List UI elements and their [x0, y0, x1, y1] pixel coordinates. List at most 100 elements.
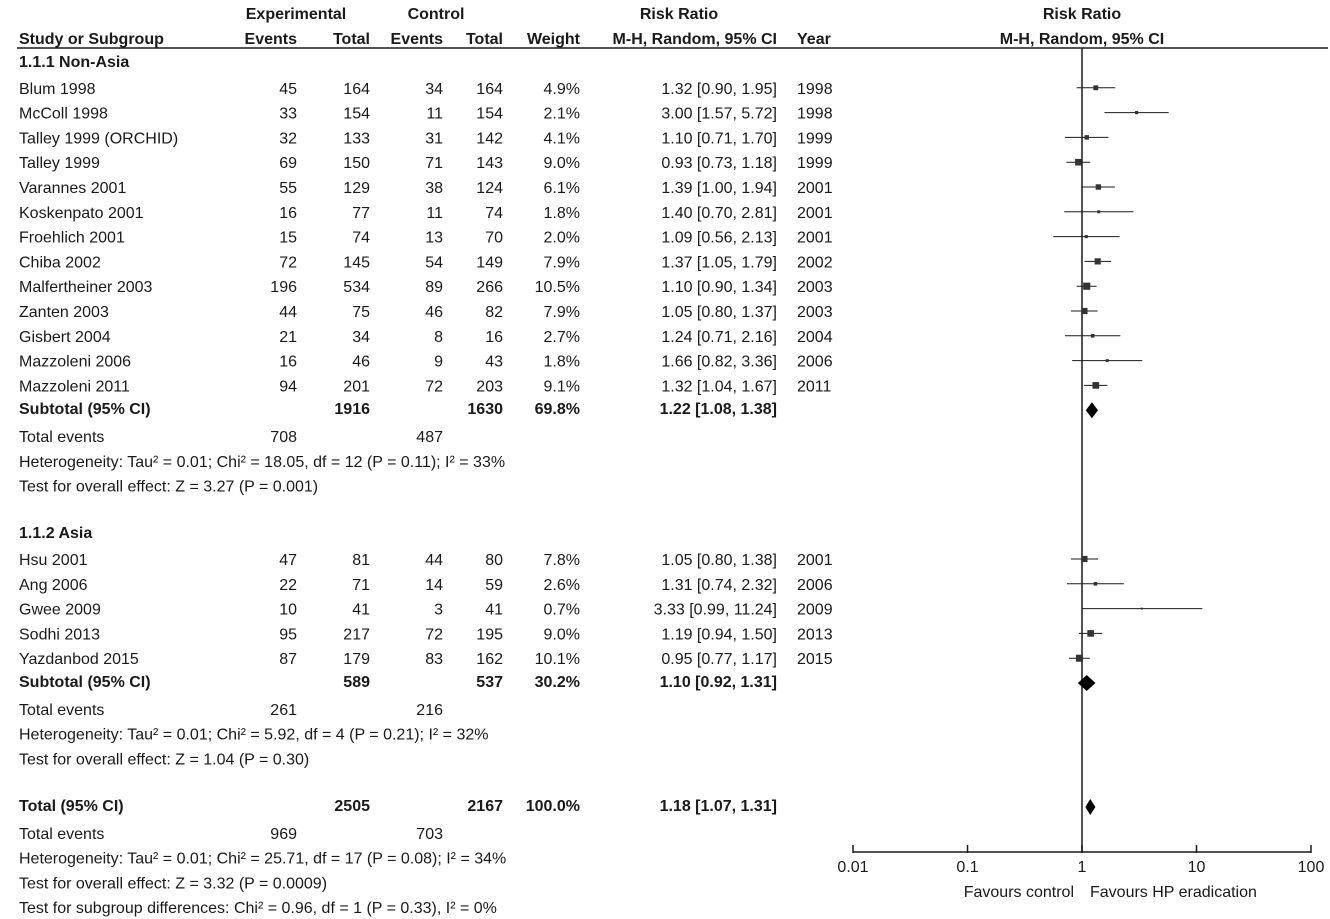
ctl-total: 43 [485, 354, 503, 371]
ctl-total: 59 [485, 577, 503, 594]
favours-right: Favours HP eradication [1090, 884, 1257, 901]
heterogeneity: Heterogeneity: Tau² = 0.01; Chi² = 18.05… [19, 454, 505, 471]
exp-events: 22 [279, 577, 297, 594]
study-year: 2011 [797, 378, 832, 395]
total-events-label: Total events [19, 826, 104, 843]
header-exp-total: Total [333, 31, 370, 48]
study-year: 2009 [797, 602, 833, 619]
ctl-events: 8 [434, 329, 443, 346]
header-ctl-events: Events [391, 31, 444, 48]
study-weight: 9.1% [544, 378, 580, 395]
weight-square [1083, 282, 1091, 290]
study-ci: 3.00 [1.57, 5.72] [661, 106, 777, 123]
exp-total: 179 [343, 651, 370, 668]
ctl-events: 3 [434, 602, 443, 619]
study-ci: 1.40 [0.70, 2.81] [661, 205, 777, 222]
ctl-events: 54 [425, 254, 443, 271]
study-ci: 0.93 [0.73, 1.18] [661, 155, 777, 172]
exp-total: 154 [343, 106, 370, 123]
study-name: Blum 1998 [19, 81, 96, 98]
ctl-total: 154 [476, 106, 503, 123]
exp-total: 201 [343, 378, 370, 395]
ctl-total: 164 [476, 81, 503, 98]
study-weight: 10.5% [535, 279, 580, 296]
study-ci: 0.95 [0.77, 1.17] [661, 651, 777, 668]
weight-square [1084, 135, 1089, 140]
ctl-events: 9 [434, 354, 443, 371]
study-ci: 1.05 [0.80, 1.37] [661, 304, 777, 321]
overall-effect: Test for overall effect: Z = 1.04 (P = 0… [19, 751, 309, 768]
group-title: 1.1.1 Non-Asia [19, 54, 129, 71]
weight-square [1084, 235, 1088, 239]
header-exp-events: Events [245, 31, 298, 48]
subtotal-ci: 1.10 [0.92, 1.31] [660, 674, 777, 691]
ctl-events: 83 [425, 651, 443, 668]
x-tick-label: 1 [1078, 859, 1087, 876]
ctl-events: 34 [425, 81, 443, 98]
ctl-total: 142 [476, 130, 503, 147]
study-weight: 7.9% [544, 254, 580, 271]
study-weight: 2.7% [544, 329, 580, 346]
total-label: Total (95% CI) [19, 798, 124, 815]
ctl-total: 70 [485, 230, 503, 247]
subtotal-exp-total: 1916 [334, 401, 370, 418]
study-year: 1999 [797, 130, 833, 147]
total-ctl-total: 2167 [467, 798, 503, 815]
ctl-total: 80 [485, 552, 503, 569]
exp-events: 33 [279, 106, 297, 123]
ctl-events: 71 [425, 155, 443, 172]
subtotal-ctl-total: 537 [476, 674, 503, 691]
exp-events: 16 [279, 205, 297, 222]
exp-total: 150 [343, 155, 370, 172]
overall-effect: Test for overall effect: Z = 3.27 (P = 0… [19, 479, 318, 496]
study-name: Malfertheiner 2003 [19, 279, 153, 296]
weight-square [1093, 85, 1099, 91]
subtotal-label: Subtotal (95% CI) [19, 674, 151, 691]
study-weight: 7.9% [544, 304, 580, 321]
ctl-total: 143 [476, 155, 503, 172]
ctl-total: 162 [476, 651, 503, 668]
study-ci: 3.33 [0.99, 11.24] [654, 602, 777, 619]
study-year: 1998 [797, 106, 833, 123]
weight-square [1135, 111, 1139, 115]
study-year: 2003 [797, 279, 833, 296]
exp-events: 69 [279, 155, 297, 172]
study-year: 2001 [797, 230, 833, 247]
study-year: 2004 [797, 329, 833, 346]
study-name: Chiba 2002 [19, 254, 101, 271]
exp-total: 133 [343, 130, 370, 147]
study-year: 2006 [797, 354, 833, 371]
total-overall-effect: Test for overall effect: Z = 3.32 (P = 0… [19, 875, 327, 892]
study-weight: 4.9% [544, 81, 580, 98]
subtotal-exp-total: 589 [343, 674, 370, 691]
total-events-exp: 969 [270, 826, 297, 843]
ctl-events: 14 [425, 577, 443, 594]
ctl-total: 74 [485, 205, 503, 222]
ctl-total: 82 [485, 304, 503, 321]
ctl-events: 89 [425, 279, 443, 296]
weight-square [1090, 333, 1095, 338]
study-name: Varannes 2001 [19, 180, 126, 197]
study-ci: 1.10 [0.71, 1.70] [661, 130, 777, 147]
header-risk-ratio: Risk Ratio [640, 6, 718, 23]
subtotal-ctl-total: 1630 [467, 401, 503, 418]
study-weight: 2.1% [544, 106, 580, 123]
study-year: 1998 [797, 81, 833, 98]
ctl-events: 46 [425, 304, 443, 321]
favours-left: Favours control [964, 884, 1074, 901]
study-weight: 2.0% [544, 230, 580, 247]
study-year: 2003 [797, 304, 833, 321]
weight-square [1081, 555, 1088, 563]
study-ci: 1.32 [1.04, 1.67] [661, 378, 777, 395]
study-year: 2006 [797, 577, 833, 594]
group-title: 1.1.2 Asia [19, 525, 92, 542]
x-tick-label: 100 [1298, 859, 1325, 876]
exp-total: 217 [343, 626, 370, 643]
total-events-ctl: 487 [416, 429, 443, 446]
study-name: Talley 1999 (ORCHID) [19, 130, 178, 147]
exp-events: 47 [279, 552, 297, 569]
weight-square [1105, 359, 1109, 363]
study-weight: 10.1% [535, 651, 580, 668]
header-year: Year [797, 31, 831, 48]
study-ci: 1.37 [1.05, 1.79] [661, 254, 777, 271]
